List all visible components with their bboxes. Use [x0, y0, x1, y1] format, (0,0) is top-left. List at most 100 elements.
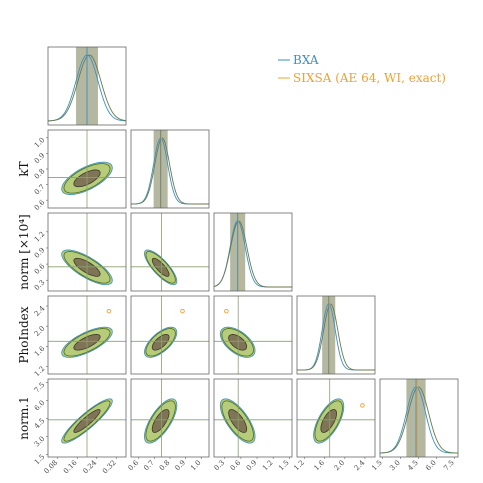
x-tick-label-kt-4: 1.0 — [189, 459, 203, 473]
panel-content — [131, 296, 209, 374]
y-tick-label-phoindex-3: 2.4 — [33, 304, 47, 318]
panel-frame — [213, 212, 293, 292]
panel-content — [380, 379, 458, 457]
panel-1-0: 0.60.7 0.80.9 1.0kT — [17, 129, 127, 212]
x-tick-label-norm-1-0: 1.5 — [370, 459, 384, 473]
panel-frame — [130, 212, 210, 292]
contour-inner — [228, 409, 248, 433]
x-tick-label-nh-2: 0.24 — [81, 458, 98, 475]
marginal-curve-sixsa — [131, 137, 209, 205]
y-tick-label-kt-0: 0.6 — [33, 198, 47, 212]
x-tick-label-nh-0: 0.08 — [42, 459, 59, 476]
panel-content — [48, 130, 126, 208]
panel-frame — [296, 295, 376, 375]
panel-2-1 — [130, 212, 210, 292]
x-tick-label-norm-10-2: 0.9 — [245, 459, 259, 473]
y-tick-label-kt-2: 0.8 — [33, 167, 47, 181]
panel-frame — [296, 378, 376, 458]
panel-content — [214, 296, 292, 374]
panel-frame — [213, 378, 293, 458]
panel-content — [48, 213, 126, 291]
panel-frame — [379, 378, 459, 458]
y-tick-label-norm-10-2: 0.9 — [33, 246, 47, 260]
panel-content — [214, 379, 292, 457]
marginal-curve-bxa — [297, 303, 375, 371]
marginal-curve-sixsa — [297, 303, 375, 371]
panel-3-2 — [213, 295, 293, 375]
marginal-curve-bxa — [131, 137, 209, 205]
x-tick-label-nh-1: 0.16 — [62, 458, 79, 475]
legend-label-bxa: BXA — [293, 53, 319, 67]
panel-content — [48, 379, 126, 457]
x-tick-label-norm-1-2: 4.5 — [406, 459, 420, 473]
y-tick-label-kt-1: 0.7 — [33, 183, 47, 197]
x-tick-label-phoindex-0: 1.2 — [292, 459, 306, 473]
y-tick-label-kt-3: 0.9 — [33, 152, 47, 166]
x-tick-label-nh-3: 0.32 — [101, 459, 118, 476]
x-tick-label-kt-0: 0.6 — [127, 458, 141, 472]
x-tick-label-norm-1-1: 3.0 — [388, 459, 402, 473]
panel-content — [297, 296, 375, 374]
panel-content — [131, 379, 209, 457]
contour-inner — [151, 257, 170, 277]
panel-0-0 — [47, 46, 127, 126]
panel-frame — [47, 295, 127, 375]
x-tick-label-kt-3: 0.9 — [173, 459, 187, 473]
y-tick-label-phoindex-2: 2.0 — [33, 324, 47, 338]
marginal-curve-bxa — [380, 386, 458, 454]
y-tick-label-norm-10-0: 0.3 — [33, 278, 47, 292]
panel-1-1 — [130, 129, 210, 209]
outlier-point-2 — [224, 308, 229, 314]
panel-content — [48, 296, 126, 374]
contour-inner — [151, 334, 170, 351]
contour-inner — [151, 409, 170, 433]
legend: BXA SIXSA (AE 64, WI, exact) — [278, 53, 446, 85]
y-axis-label-phoindex: PhoIndex — [17, 306, 31, 363]
panel-content — [297, 379, 375, 457]
x-tick-label-kt-1: 0.7 — [142, 459, 156, 473]
x-tick-label-norm-10-0: 0.3 — [213, 459, 227, 473]
panel-frame — [47, 212, 127, 292]
panel-frame — [47, 46, 127, 126]
x-tick-label-phoindex-3: 2.4 — [353, 458, 367, 472]
panel-content — [131, 213, 209, 291]
panel-3-3 — [296, 295, 376, 375]
x-tick-label-kt-2: 0.8 — [158, 459, 172, 473]
y-tick-label-norm-10-3: 1.2 — [33, 230, 47, 244]
y-axis-label-norm-1: norm.1 — [17, 396, 31, 440]
panel-content — [214, 213, 292, 291]
panel-frame — [213, 295, 293, 375]
panel-content — [131, 130, 209, 208]
x-tick-label-norm-1-4: 7.5 — [442, 459, 456, 473]
panel-4-1: 0.60.70.80.91.0kT — [127, 378, 210, 473]
outlier-point-1 — [180, 308, 185, 314]
x-tick-label-phoindex-2: 2.0 — [333, 459, 347, 473]
x-tick-label-phoindex-1: 1.6 — [313, 458, 327, 472]
x-tick-label-norm-10-1: 0.6 — [229, 458, 243, 472]
x-tick-label-norm-10-4: 1.5 — [277, 459, 291, 473]
y-tick-label-norm-1-4: 7.5 — [33, 381, 47, 395]
panel-2-2 — [213, 212, 293, 292]
y-tick-label-norm-1-2: 4.5 — [33, 417, 47, 431]
y-tick-label-norm-10-1: 0.6 — [33, 262, 47, 276]
marginal-curve-sixsa — [214, 220, 292, 288]
contour-inner — [320, 409, 337, 433]
panel-content — [48, 47, 126, 125]
legend-label-sixsa: SIXSA (AE 64, WI, exact) — [293, 71, 446, 85]
y-axis-label-norm-10: norm [×10⁴] — [17, 214, 31, 289]
y-axis-label-kt: kT — [17, 161, 31, 176]
marginal-curve-sixsa — [380, 386, 458, 454]
outlier-point-0 — [106, 308, 112, 314]
y-tick-label-kt-4: 1.0 — [33, 136, 47, 150]
outlier-point-3 — [360, 403, 365, 408]
panel-frame — [130, 129, 210, 209]
y-tick-label-phoindex-1: 1.6 — [33, 344, 47, 358]
marginal-curve-bxa — [214, 220, 292, 288]
